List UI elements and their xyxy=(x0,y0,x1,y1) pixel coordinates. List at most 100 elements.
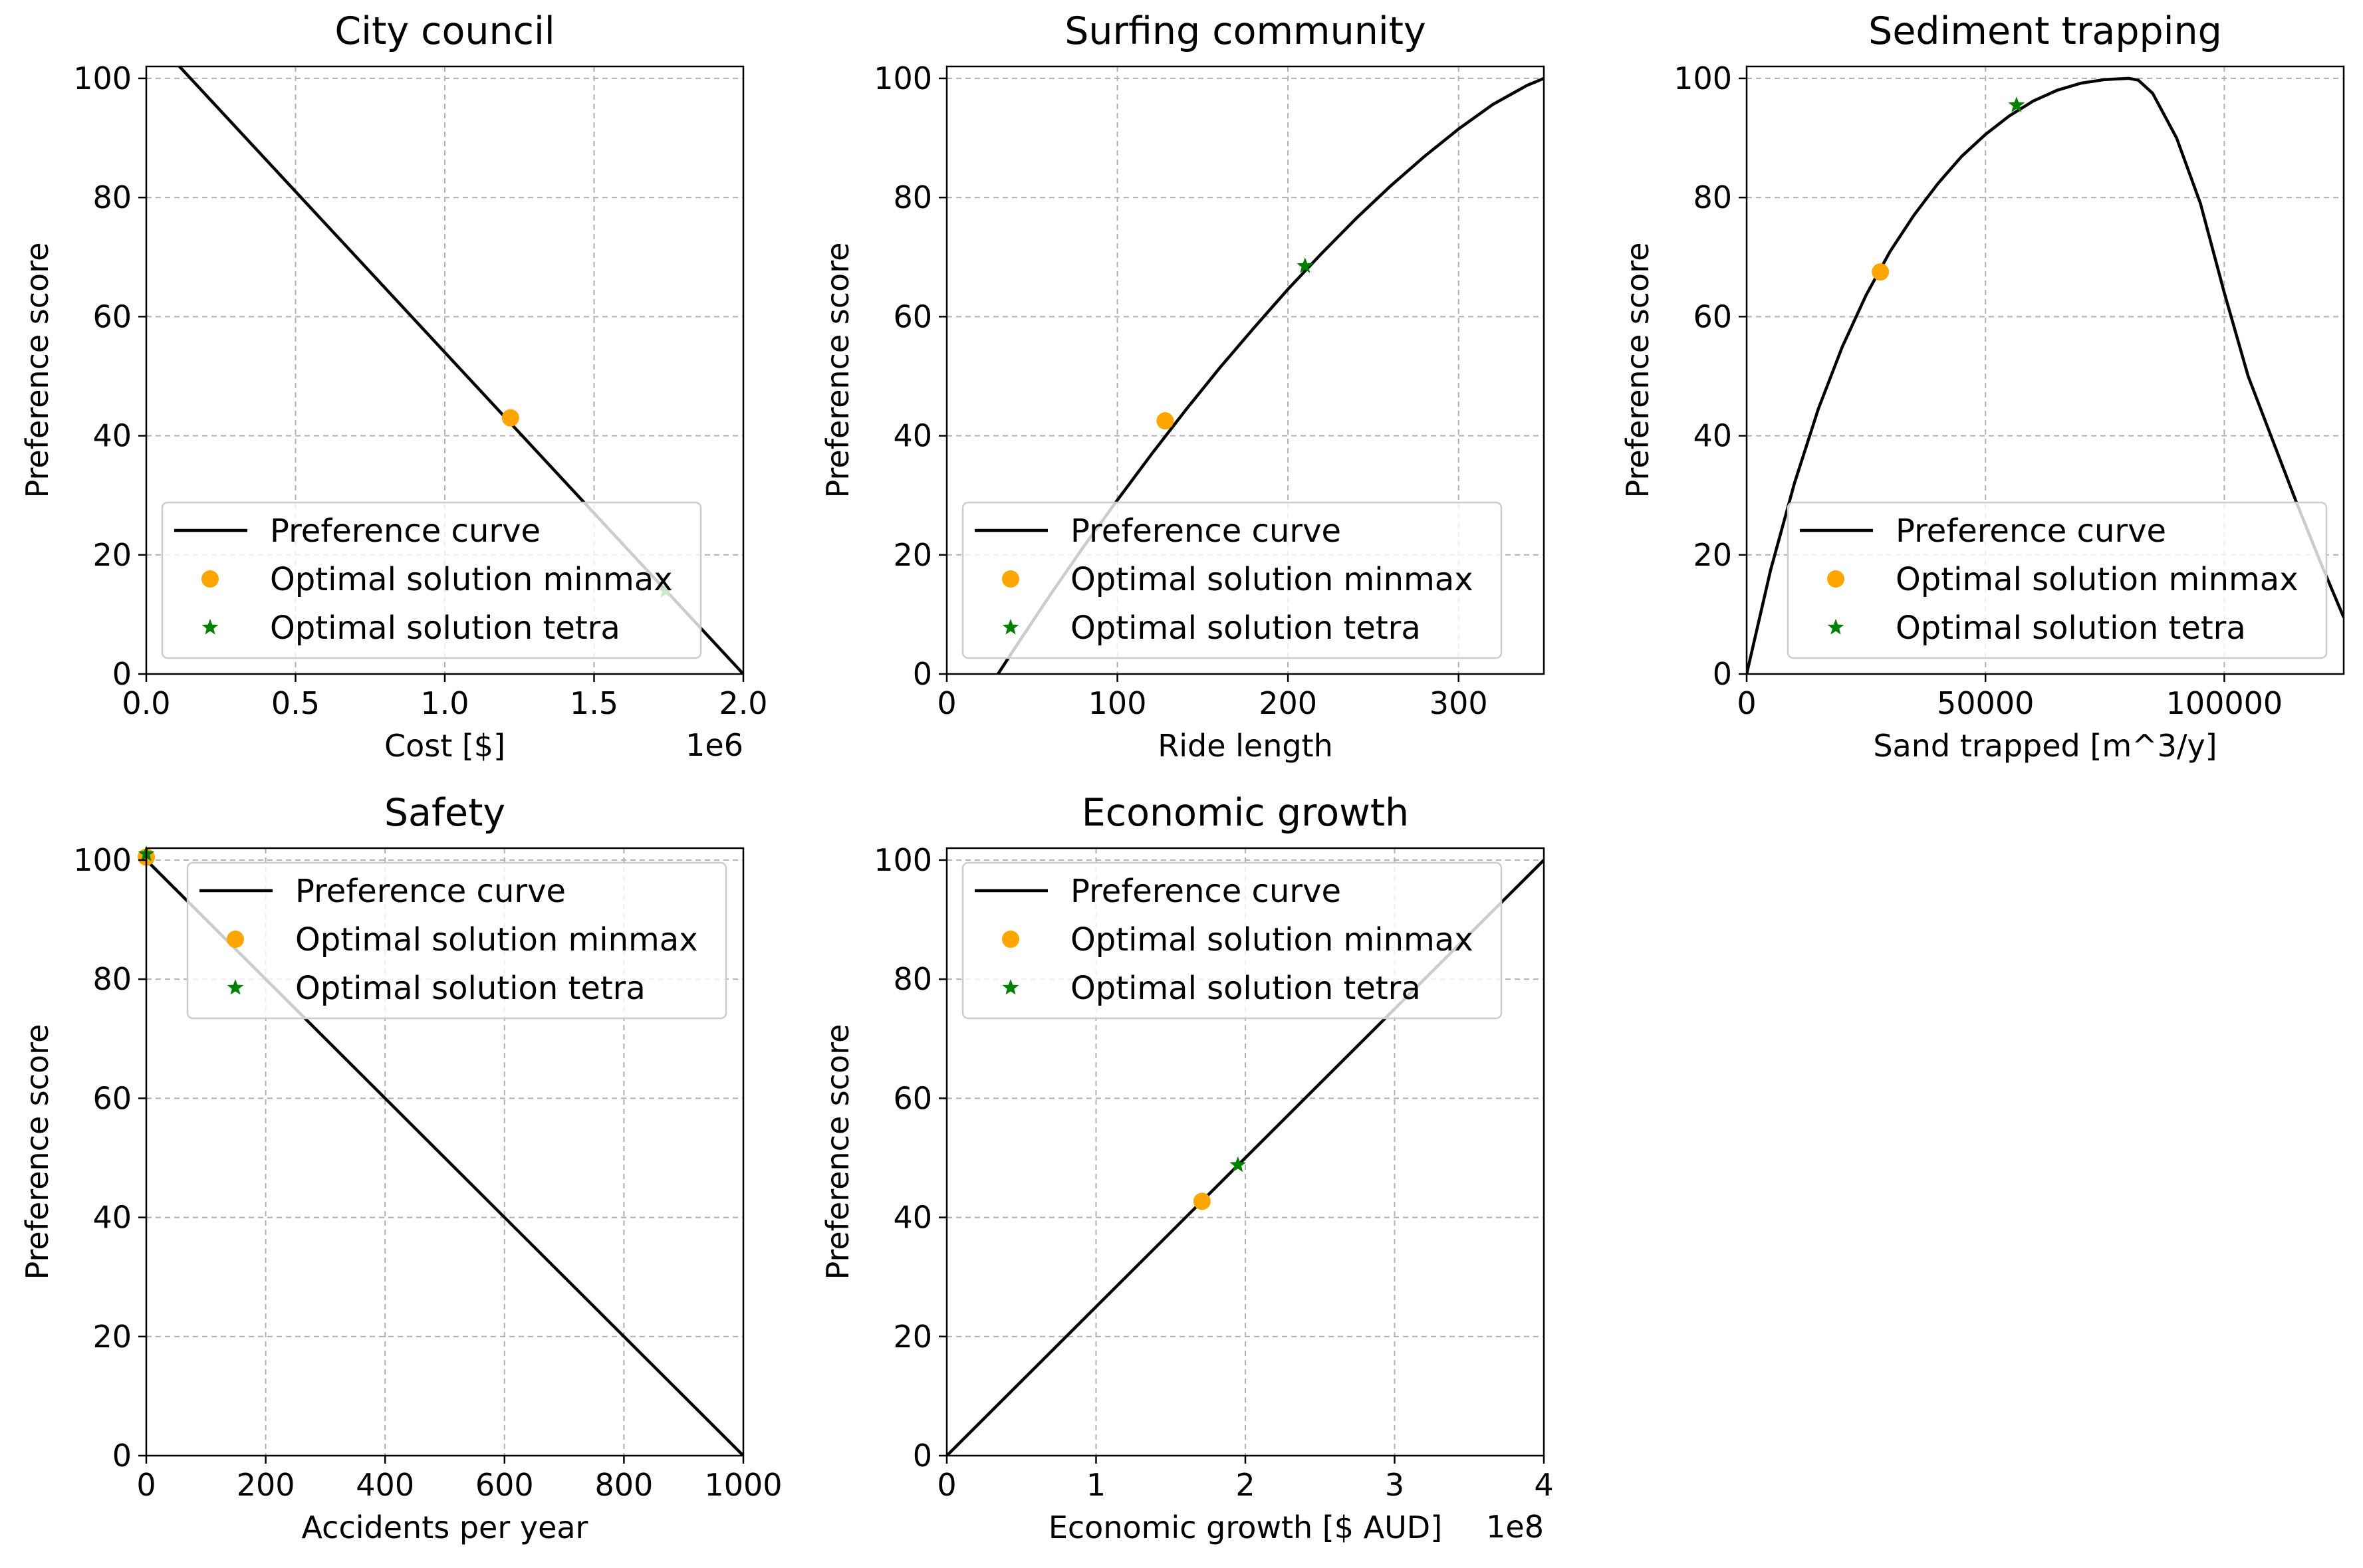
x-offset-label: 1e6 xyxy=(685,727,743,763)
chart-title: Economic growth xyxy=(1082,791,1409,835)
legend-label: Preference curve xyxy=(295,873,566,910)
tetra-point xyxy=(1297,257,1314,273)
y-tick-label: 20 xyxy=(893,537,932,573)
legend-label: Optimal solution minmax xyxy=(295,921,698,958)
y-tick-label: 0 xyxy=(1713,656,1732,692)
y-tick-label: 100 xyxy=(73,60,132,96)
tetra-point xyxy=(2008,96,2025,112)
x-tick-label: 100 xyxy=(1088,685,1147,721)
legend-label: Optimal solution tetra xyxy=(270,610,620,647)
legend-label: Optimal solution minmax xyxy=(1896,561,2299,598)
y-axis-label: Preference score xyxy=(820,243,856,499)
x-tick-label: 300 xyxy=(1430,685,1488,721)
y-tick-label: 0 xyxy=(913,656,932,692)
y-axis-label: Preference score xyxy=(820,1024,856,1280)
x-axis-label: Accidents per year xyxy=(302,1510,588,1545)
legend-label: Preference curve xyxy=(1070,512,1341,550)
x-offset-label: 1e8 xyxy=(1486,1509,1544,1545)
legend-box xyxy=(186,861,727,1020)
x-axis-label: Sand trapped [m^3/y] xyxy=(1873,728,2217,764)
x-tick-label: 0 xyxy=(937,1467,956,1503)
legend-label: Optimal solution minmax xyxy=(1070,561,1473,598)
legend-circle-icon xyxy=(201,570,219,588)
chart-panel-2: 0 100 200 300 0 20 40 60 80 100 Surfing community R… xyxy=(820,9,1545,764)
minmax-point xyxy=(1872,263,1890,281)
y-tick-label: 60 xyxy=(893,298,932,334)
legend-star-icon xyxy=(201,619,219,635)
y-tick-label: 100 xyxy=(73,842,132,878)
axes-frame xyxy=(145,847,745,1457)
minmax-point xyxy=(501,409,519,427)
y-tick-label: 40 xyxy=(893,418,932,454)
y-tick-label: 100 xyxy=(874,842,932,878)
preference-curve-line xyxy=(1747,76,2344,674)
legend: Preference curve Optimal solution minmax O… xyxy=(961,501,1503,659)
x-tick-label: 800 xyxy=(594,1467,653,1503)
legend-box xyxy=(1787,501,2328,659)
legend-box xyxy=(161,501,702,659)
minmax-point xyxy=(1193,1192,1211,1210)
axes-frame xyxy=(945,65,1545,675)
x-tick-label: 1.0 xyxy=(420,685,469,721)
y-tick-label: 60 xyxy=(92,1080,132,1116)
legend-circle-icon xyxy=(1002,931,1019,948)
y-tick-label: 0 xyxy=(913,1438,932,1474)
x-axis-label: Economic growth [$ AUD] xyxy=(1049,1510,1442,1545)
x-tick-label: 0 xyxy=(1737,685,1756,721)
legend-circle-icon xyxy=(1002,570,1019,588)
legend-label: Preference curve xyxy=(270,512,541,550)
x-tick-label: 400 xyxy=(356,1467,414,1503)
y-tick-label: 0 xyxy=(112,1438,132,1474)
chart-title: City council xyxy=(334,9,555,53)
legend: Preference curve Optimal solution minmax O… xyxy=(1787,501,2328,659)
x-tick-label: 3 xyxy=(1385,1467,1404,1503)
legend-label: Optimal solution tetra xyxy=(295,970,646,1007)
x-tick-label: 0 xyxy=(937,685,956,721)
chart-panel-3: 0 50000 100000 0 20 40 60 80 100 Sediment trappin… xyxy=(1620,9,2345,764)
legend-label: Optimal solution tetra xyxy=(1070,970,1421,1007)
legend-circle-icon xyxy=(227,931,244,948)
tetra-point xyxy=(1229,1156,1247,1173)
x-tick-label: 1000 xyxy=(704,1467,782,1503)
x-tick-label: 0.5 xyxy=(271,685,320,721)
x-axis-label: Ride length xyxy=(1158,728,1333,764)
legend-box xyxy=(961,501,1503,659)
axes-frame xyxy=(1745,65,2345,675)
legend-star-icon xyxy=(1002,619,1019,635)
x-tick-label: 1 xyxy=(1086,1467,1106,1503)
chart-panel-4: 0 200 400 600 800 1000 0 20 40 60 80 100 Safety Accid… xyxy=(19,791,783,1545)
y-axis-label: Preference score xyxy=(19,243,55,499)
y-axis-label: Preference score xyxy=(1620,243,1656,499)
y-tick-label: 80 xyxy=(92,179,132,215)
y-tick-label: 20 xyxy=(92,537,132,573)
legend: Preference curve Optimal solution minmax O… xyxy=(161,501,702,659)
y-tick-label: 40 xyxy=(92,418,132,454)
legend-box xyxy=(961,861,1503,1020)
y-tick-label: 60 xyxy=(1693,298,1732,334)
legend-label: Preference curve xyxy=(1896,512,2166,550)
x-tick-label: 0 xyxy=(136,1467,156,1503)
chart-title: Safety xyxy=(384,791,505,835)
chart-title: Sediment trapping xyxy=(1868,9,2222,53)
y-tick-label: 0 xyxy=(112,656,132,692)
y-tick-label: 100 xyxy=(1674,60,1732,96)
legend-label: Preference curve xyxy=(1070,873,1341,910)
legend-label: Optimal solution minmax xyxy=(270,561,673,598)
y-tick-label: 20 xyxy=(1693,537,1732,573)
x-tick-label: 100000 xyxy=(2166,685,2283,721)
x-tick-label: 2 xyxy=(1235,1467,1255,1503)
x-axis-label: Cost [$] xyxy=(384,728,505,764)
legend-star-icon xyxy=(1827,619,1844,635)
legend: Preference curve Optimal solution minmax O… xyxy=(961,861,1503,1020)
legend-circle-icon xyxy=(1827,570,1844,588)
legend-star-icon xyxy=(1002,979,1019,995)
legend-label: Optimal solution minmax xyxy=(1070,921,1473,958)
y-axis-label: Preference score xyxy=(19,1024,55,1280)
y-tick-label: 80 xyxy=(893,961,932,997)
y-tick-label: 60 xyxy=(893,1080,932,1116)
legend-star-icon xyxy=(227,979,244,995)
y-tick-label: 20 xyxy=(92,1319,132,1355)
x-tick-label: 600 xyxy=(475,1467,534,1503)
